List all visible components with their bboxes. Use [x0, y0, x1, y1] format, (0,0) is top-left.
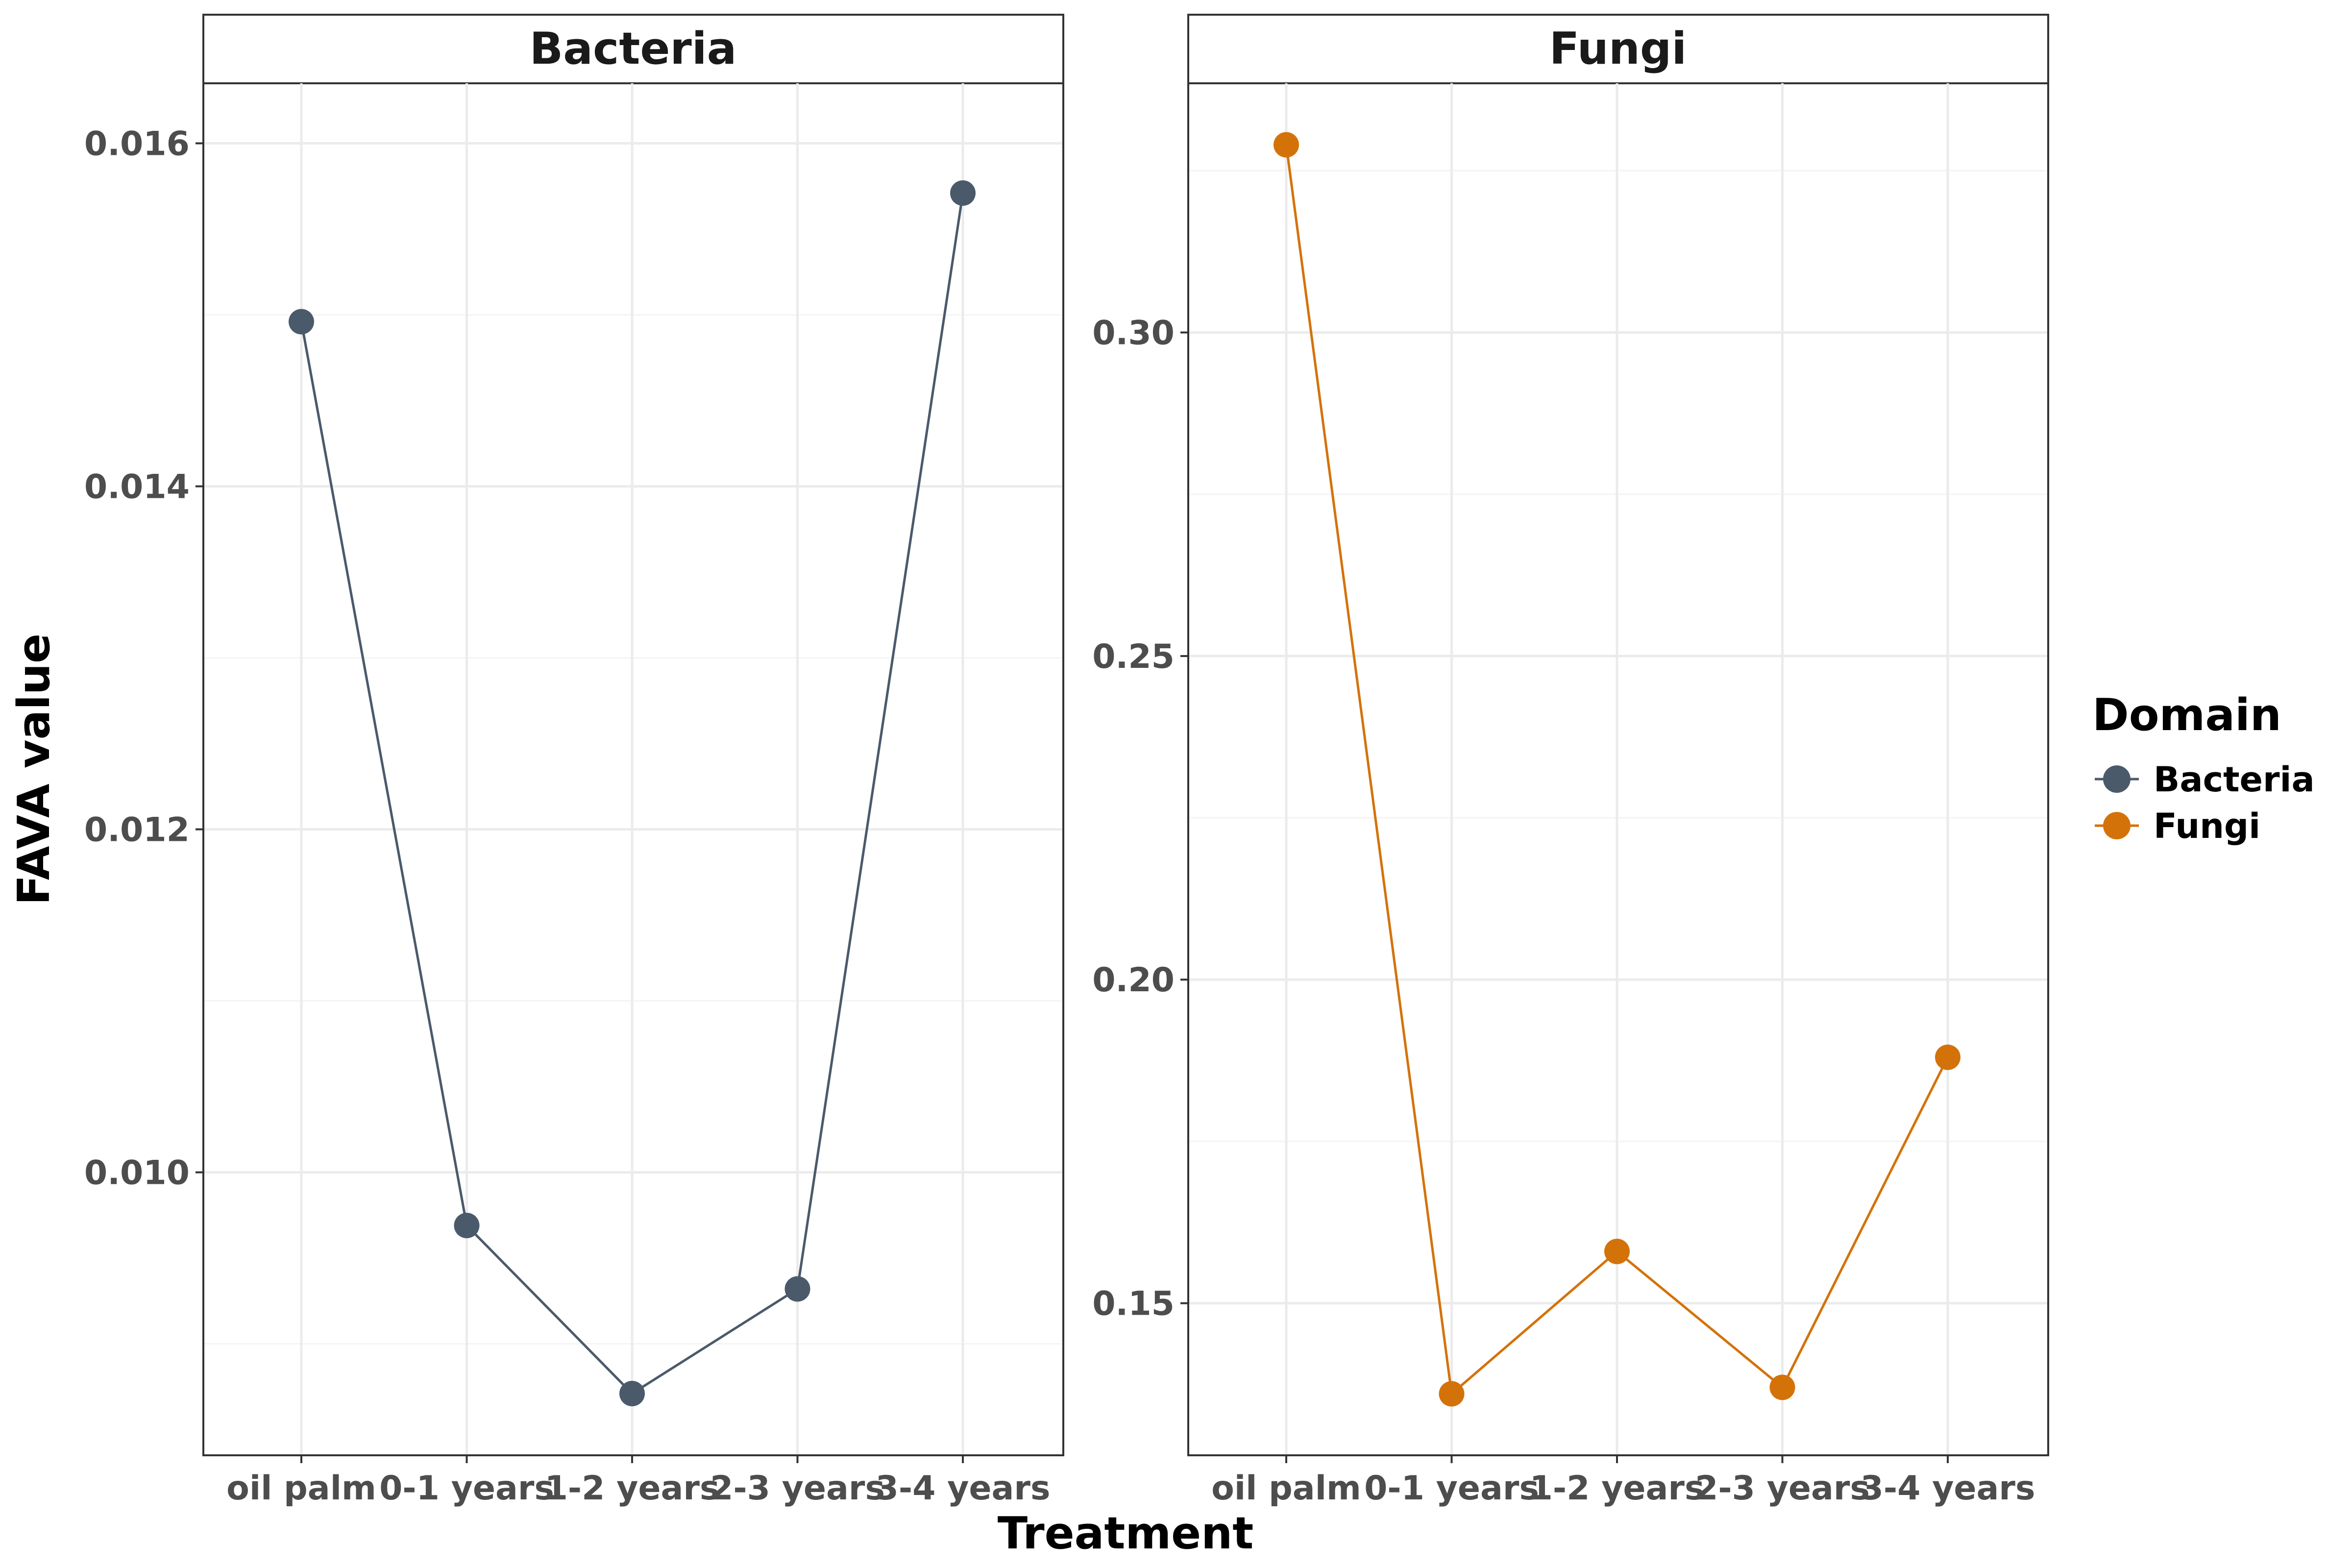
strip-background: [203, 15, 1063, 83]
x-tick-label: 0-1 years: [1364, 1469, 1539, 1508]
x-tick-label: 2-3 years: [1695, 1469, 1870, 1508]
series-layer: [1274, 132, 1960, 1407]
data-point: [1935, 1044, 1960, 1070]
data-point: [1604, 1238, 1630, 1264]
data-point: [619, 1381, 645, 1406]
x-tick-label: oil palm: [226, 1469, 376, 1508]
panel-border: [202, 14, 1064, 1456]
data-point: [784, 1276, 810, 1302]
gridlines: [203, 83, 1063, 1455]
y-tick-label: 0.30: [1092, 314, 1175, 352]
legend-keys: Bacteria Fungi: [2095, 760, 2315, 846]
panel-border: [1187, 14, 2049, 1456]
legend-key-point: [2103, 765, 2131, 793]
y-tick-labels: 0.15 0.20 0.25 0.30: [1092, 314, 1188, 1323]
x-tick-label: 3-4 years: [1861, 1469, 2035, 1508]
x-tick-label: oil palm: [1211, 1469, 1361, 1508]
y-tick-label: 0.012: [84, 811, 190, 850]
panel-fungi: Fungi 0.15 0.20 0.25 0.30 oil palm 0-1 years…: [1092, 14, 2049, 1508]
y-tick-label: 0.014: [84, 468, 190, 507]
series-layer: [289, 180, 976, 1406]
legend-key-point: [2103, 812, 2131, 839]
y-tick-label: 0.010: [84, 1154, 190, 1193]
x-axis-title: Treatment: [998, 1508, 1254, 1559]
legend-label: Bacteria: [2154, 760, 2315, 800]
x-tick-label: 1-2 years: [545, 1469, 720, 1508]
y-tick-labels: 0.010 0.012 0.014 0.016: [84, 125, 203, 1193]
legend: Domain Bacteria Fungi: [2092, 689, 2315, 846]
data-point: [1439, 1381, 1465, 1407]
data-point: [950, 180, 976, 206]
panel-bacteria: Bacteria 0.010 0.012 0.014 0.016 oil palm 0-…: [84, 14, 1064, 1508]
strip-label: Bacteria: [530, 23, 737, 74]
y-axis-title: FAVA value: [8, 634, 60, 906]
legend-label: Fungi: [2154, 806, 2260, 846]
x-tick-label: 0-1 years: [379, 1469, 554, 1508]
y-tick-label: 0.15: [1092, 1285, 1175, 1323]
y-tick-label: 0.016: [84, 125, 190, 164]
data-point: [1769, 1374, 1795, 1400]
x-tick-label: 3-4 years: [876, 1469, 1051, 1508]
data-point: [454, 1213, 480, 1238]
strip-label: Fungi: [1549, 23, 1687, 74]
y-tick-label: 0.20: [1092, 961, 1175, 1000]
strip-background: [1188, 15, 2048, 83]
x-tick-label: 2-3 years: [710, 1469, 885, 1508]
legend-title: Domain: [2092, 689, 2281, 741]
data-point: [1274, 132, 1299, 158]
x-tick-label: 1-2 years: [1530, 1469, 1705, 1508]
data-point: [289, 309, 314, 335]
y-tick-label: 0.25: [1092, 637, 1175, 676]
